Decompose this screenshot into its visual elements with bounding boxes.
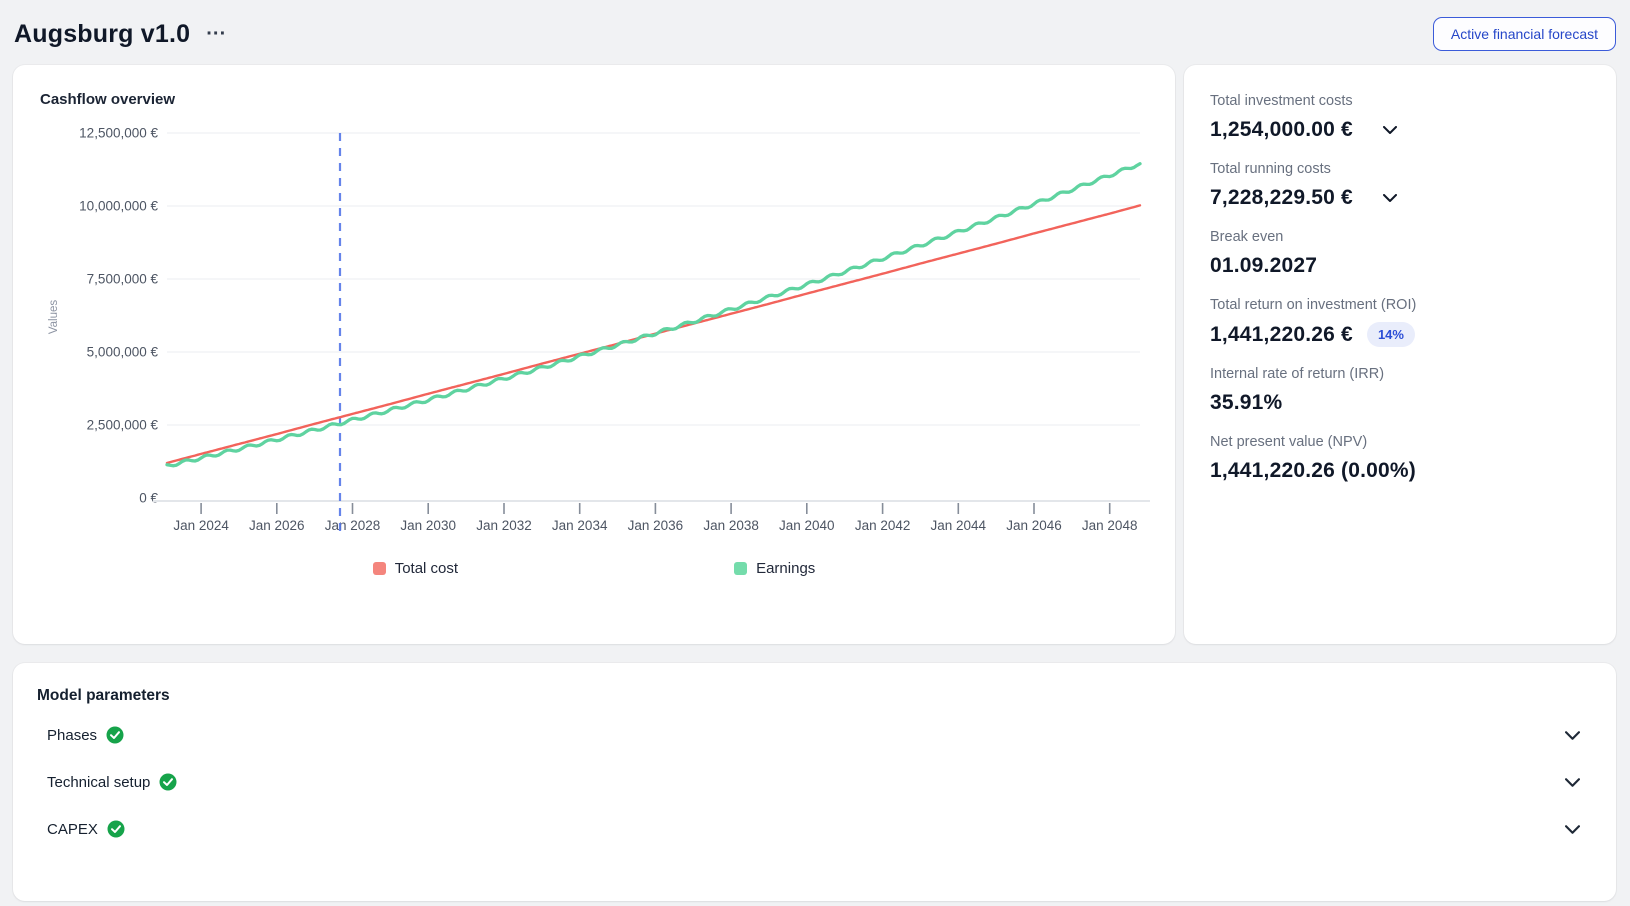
active-financial-forecast-button[interactable]: Active financial forecast — [1432, 17, 1616, 51]
model-parameters-card: Model parameters Phases Technical setup CA… — [13, 663, 1616, 901]
metric-label: Internal rate of return (IRR) — [1210, 366, 1385, 382]
x-axis-tick-label: Jan 2038 — [703, 518, 759, 533]
metric-value-row: 1,254,000.00 € — [1210, 118, 1590, 142]
x-axis-tick-label: Jan 2040 — [779, 518, 835, 533]
legend-swatch-icon — [734, 562, 748, 575]
metric-expand-chevron[interactable] — [1379, 190, 1401, 206]
more-options-icon[interactable]: ··· — [206, 23, 227, 45]
metric-expand-chevron[interactable] — [1379, 122, 1401, 138]
metrics-list: Total investment costs 1,254,000.00 € Tota… — [1210, 93, 1590, 483]
metric-value: 1,441,220.26 (0.00%) — [1210, 459, 1416, 482]
x-axis-tick-label: Jan 2048 — [1082, 518, 1138, 533]
metric-label: Total investment costs — [1210, 93, 1353, 109]
metric-group: Total investment costs 1,254,000.00 € — [1210, 93, 1590, 142]
legend-label: Total cost — [394, 560, 459, 577]
metric-value: 01.09.2027 — [1210, 254, 1318, 277]
metric-value-row: 7,228,229.50 € — [1210, 186, 1590, 210]
x-axis-tick-label: Jan 2026 — [249, 518, 305, 533]
param-row-capex[interactable]: CAPEX — [37, 807, 1592, 851]
legend-item-earnings[interactable]: Earnings — [734, 560, 815, 577]
check-circle-icon — [159, 773, 177, 791]
metric-value-row: 1,441,220.26 € 14% — [1210, 322, 1590, 347]
metric-label: Total return on investment (ROI) — [1210, 297, 1417, 313]
metric-group: Total running costs 7,228,229.50 € — [1210, 161, 1590, 210]
main-row: Cashflow overview 0 € 2,500,000 € 5,000,00… — [13, 65, 1616, 644]
metric-label: Net present value (NPV) — [1210, 434, 1368, 450]
x-axis-tick-label: Jan 2034 — [552, 518, 608, 533]
cashflow-card: Cashflow overview 0 € 2,500,000 € 5,000,00… — [13, 65, 1175, 644]
metric-value: 1,254,000.00 € — [1210, 118, 1353, 141]
metric-group: Net present value (NPV) 1,441,220.26 (0.0… — [1210, 434, 1590, 483]
chart-wrap: 0 € 2,500,000 € 5,000,000 € 7,500,000 € 10,0… — [13, 117, 1175, 542]
y-axis-tick-label: 10,000,000 € — [79, 199, 158, 214]
cashflow-title: Cashflow overview — [40, 91, 176, 108]
x-axis-tick-label: Jan 2032 — [476, 518, 532, 533]
chevron-down-icon — [1565, 824, 1580, 834]
y-axis-tick-label: 12,500,000 € — [79, 126, 158, 141]
metric-label: Total running costs — [1210, 161, 1331, 177]
model-parameters-list: Phases Technical setup CAPEX — [37, 713, 1592, 851]
y-axis-tick-label: 7,500,000 € — [87, 272, 159, 287]
metric-value-row: 35.91% — [1210, 391, 1590, 415]
metric-value-row: 01.09.2027 — [1210, 254, 1590, 278]
y-axis-tick-label: 5,000,000 € — [87, 345, 159, 360]
chevron-down-icon — [1565, 777, 1580, 787]
metric-value: 35.91% — [1210, 391, 1283, 414]
legend-swatch-icon — [372, 562, 386, 575]
param-label: CAPEX — [47, 820, 98, 838]
cashflow-chart: 0 € 2,500,000 € 5,000,000 € 7,500,000 € 10,0… — [48, 126, 1150, 533]
legend-item-total-cost[interactable]: Total cost — [372, 560, 459, 577]
param-row-phases[interactable]: Phases — [37, 713, 1592, 757]
chevron-down-icon — [1382, 194, 1397, 202]
y-axis-title: Values — [48, 300, 60, 335]
metric-value: 1,441,220.26 € — [1210, 322, 1353, 346]
x-axis-tick-label: Jan 2030 — [400, 518, 456, 533]
model-parameters-title: Model parameters — [37, 687, 170, 704]
series-line-earnings — [165, 162, 1142, 468]
x-axis-tick-label: Jan 2028 — [325, 518, 381, 533]
x-axis-tick-label: Jan 2042 — [855, 518, 911, 533]
legend-label: Earnings — [756, 560, 816, 577]
metric-group: Break even 01.09.2027 — [1210, 229, 1590, 278]
metric-group: Internal rate of return (IRR) 35.91% — [1210, 366, 1590, 415]
param-label: Technical setup — [47, 773, 151, 791]
chevron-down-icon — [1565, 730, 1580, 740]
roi-percentage-badge: 14% — [1366, 322, 1415, 347]
metrics-card: Total investment costs 1,254,000.00 € Tota… — [1184, 65, 1616, 644]
app-header: Augsburg v1.0 ··· Active financial forec… — [0, 0, 1630, 62]
page-title: Augsburg v1.0 — [14, 19, 191, 48]
x-axis-tick-label: Jan 2046 — [1006, 518, 1062, 533]
metric-label: Break even — [1210, 229, 1284, 245]
x-axis-tick-label: Jan 2024 — [173, 518, 229, 533]
check-circle-icon — [107, 820, 125, 838]
metric-value: 7,228,229.50 € — [1210, 186, 1353, 209]
x-axis-tick-label: Jan 2044 — [931, 518, 987, 533]
param-label: Phases — [47, 726, 98, 744]
param-row-technical-setup[interactable]: Technical setup — [37, 760, 1592, 804]
metric-group: Total return on investment (ROI) 1,441,22… — [1210, 297, 1590, 347]
chevron-down-icon — [1382, 126, 1397, 134]
x-axis-tick-label: Jan 2036 — [628, 518, 684, 533]
chart-legend: Total cost Earnings — [13, 560, 1175, 577]
y-axis-tick-label: 0 € — [139, 491, 158, 506]
y-axis-tick-label: 2,500,000 € — [87, 418, 159, 433]
check-circle-icon — [106, 726, 124, 744]
metric-value-row: 1,441,220.26 (0.00%) — [1210, 459, 1590, 483]
